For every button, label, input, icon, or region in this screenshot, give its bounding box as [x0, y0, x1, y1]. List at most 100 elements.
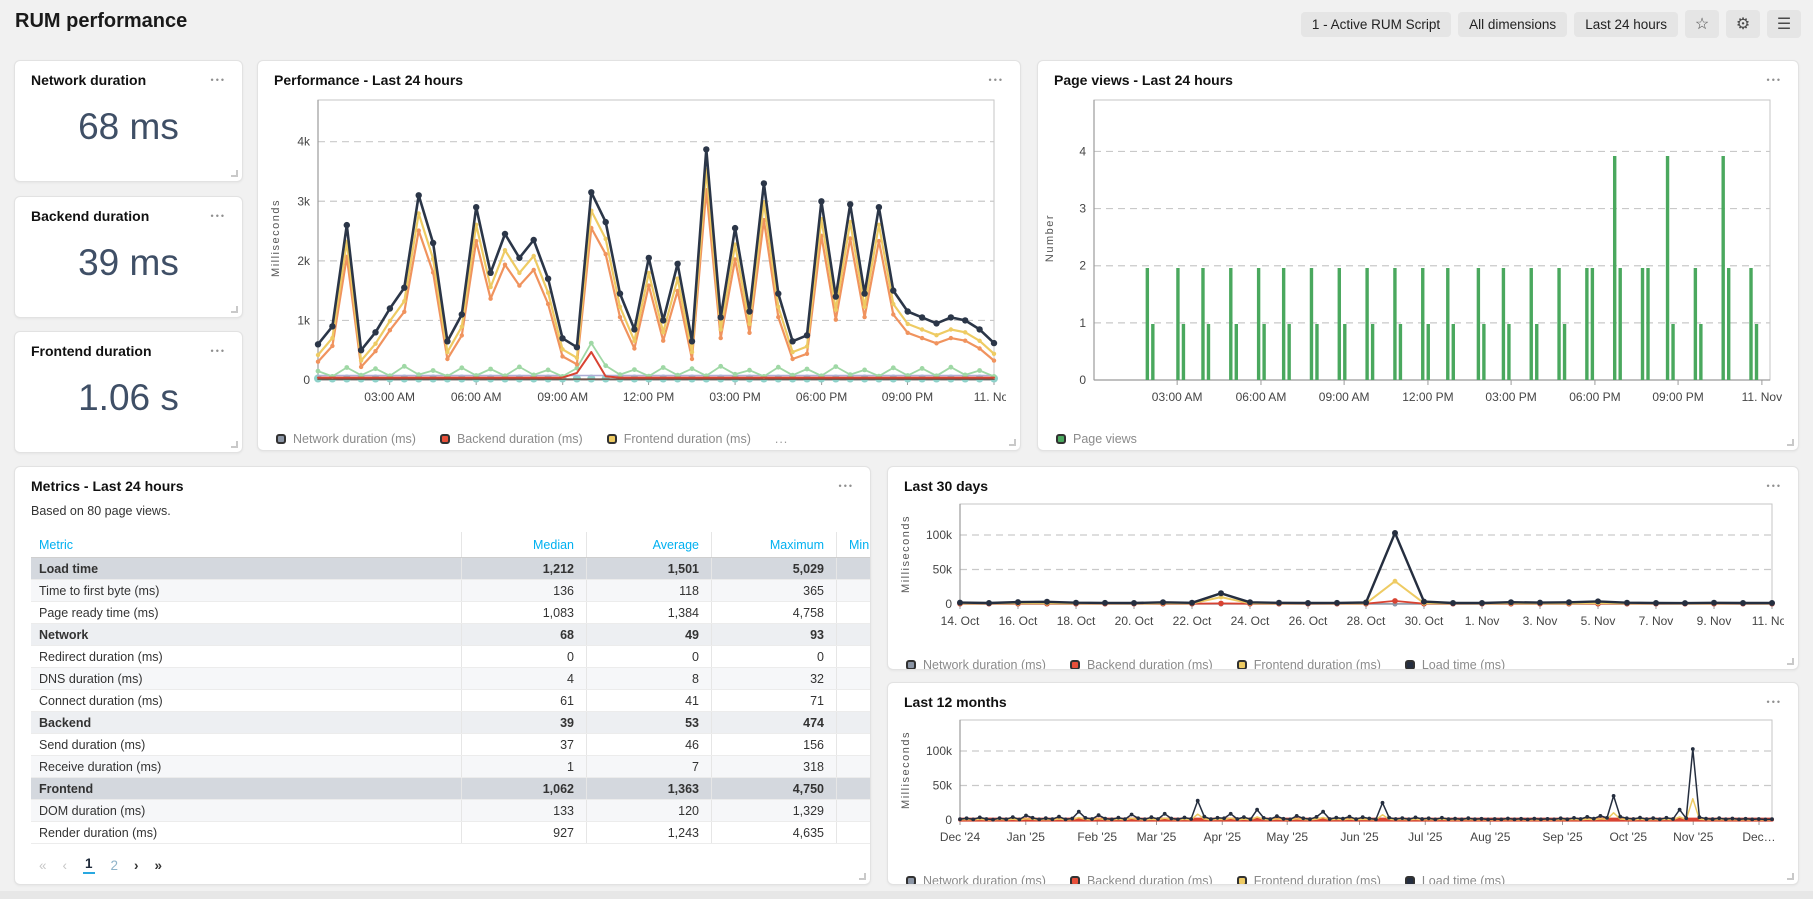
panel-menu-button[interactable]: •••: [209, 343, 228, 359]
pagination-item[interactable]: ›: [134, 858, 139, 873]
table-cell: Redirect duration (ms): [31, 650, 461, 664]
svg-text:Mar '25: Mar '25: [1137, 830, 1177, 844]
panel-performance: Performance - Last 24 hours ••• Millisec…: [257, 60, 1021, 451]
kpi-card-network-duration: Network duration ••• 68 ms: [14, 60, 243, 182]
panel-page-views: Page views - Last 24 hours ••• Number 01…: [1037, 60, 1799, 451]
svg-text:30. Oct: 30. Oct: [1405, 614, 1444, 628]
svg-text:03:00 AM: 03:00 AM: [1152, 390, 1203, 404]
resize-handle[interactable]: [231, 306, 238, 313]
legend-item[interactable]: Network duration (ms): [276, 432, 416, 446]
panel-menu-button[interactable]: •••: [209, 208, 228, 224]
legend-label: Load time (ms): [1422, 874, 1505, 885]
legend-swatch: [607, 434, 617, 444]
col-header-median[interactable]: Median: [461, 532, 586, 557]
table-cell: 1,329: [711, 800, 836, 821]
col-header-metric[interactable]: Metric: [31, 538, 461, 552]
svg-text:2: 2: [1079, 259, 1086, 273]
table-cell: [836, 800, 871, 821]
svg-text:09:00 AM: 09:00 AM: [1319, 390, 1370, 404]
svg-text:09:00 AM: 09:00 AM: [537, 390, 588, 404]
legend-label: Frontend duration (ms): [1254, 874, 1381, 885]
legend-label: Load time (ms): [1422, 658, 1505, 670]
legend-swatch: [1405, 660, 1415, 670]
legend-item[interactable]: Load time (ms): [1405, 874, 1505, 885]
table-row[interactable]: Redirect duration (ms)000: [31, 646, 871, 668]
panel-menu-button[interactable]: •••: [209, 72, 228, 88]
col-header-average[interactable]: Average: [586, 532, 711, 557]
panel-menu-button[interactable]: •••: [1765, 72, 1784, 88]
chart-legend: Network duration (ms) Backend duration (m…: [904, 651, 1782, 670]
col-header-maximum[interactable]: Maximum: [711, 532, 836, 557]
pagination-item: «: [39, 858, 47, 873]
svg-text:0: 0: [945, 597, 952, 611]
table-row[interactable]: Connect duration (ms)614171: [31, 690, 871, 712]
table-cell: [836, 668, 871, 689]
resize-handle[interactable]: [1787, 439, 1794, 446]
table-cell: [836, 580, 871, 601]
pagination-item[interactable]: »: [155, 858, 163, 873]
table-cell: 37: [461, 734, 586, 755]
col-header-min[interactable]: Min: [836, 532, 871, 557]
resize-handle[interactable]: [1009, 439, 1016, 446]
legend-item[interactable]: Backend duration (ms): [1070, 658, 1213, 670]
table-row[interactable]: Load time1,2121,5015,029: [31, 558, 871, 580]
table-cell: 39: [461, 712, 586, 733]
legend-item[interactable]: Network duration (ms): [906, 658, 1046, 670]
svg-text:Dec '24: Dec '24: [940, 830, 981, 844]
filter-timeframe[interactable]: Last 24 hours: [1574, 12, 1678, 37]
table-cell: 927: [461, 822, 586, 843]
table-cell: 318: [711, 756, 836, 777]
panel-menu-button[interactable]: •••: [987, 72, 1006, 88]
legend-item[interactable]: Frontend duration (ms): [607, 432, 751, 446]
resize-handle[interactable]: [1787, 658, 1794, 665]
table-cell: 0: [461, 646, 586, 667]
legend-item[interactable]: Backend duration (ms): [1070, 874, 1213, 885]
legend-label: Frontend duration (ms): [1254, 658, 1381, 670]
table-row[interactable]: DNS duration (ms)4832: [31, 668, 871, 690]
table-row[interactable]: Time to first byte (ms)136118365: [31, 580, 871, 602]
panel-menu-button[interactable]: •••: [1765, 478, 1784, 494]
legend-item[interactable]: Load time (ms): [1405, 658, 1505, 670]
svg-text:7. Nov: 7. Nov: [1639, 614, 1674, 628]
menu-icon[interactable]: ☰: [1767, 10, 1801, 38]
legend-item[interactable]: Network duration (ms): [906, 874, 1046, 885]
panel-menu-button[interactable]: •••: [837, 478, 856, 494]
resize-handle[interactable]: [231, 441, 238, 448]
table-row[interactable]: Frontend1,0621,3634,750: [31, 778, 871, 800]
legend-item[interactable]: Page views: [1056, 432, 1137, 446]
legend-item[interactable]: Backend duration (ms): [440, 432, 583, 446]
table-row[interactable]: DOM duration (ms)1331201,329: [31, 800, 871, 822]
svg-text:Aug '25: Aug '25: [1470, 830, 1511, 844]
star-icon[interactable]: ☆: [1685, 10, 1719, 38]
resize-handle[interactable]: [1787, 873, 1794, 880]
horizontal-scrollbar[interactable]: [0, 891, 1813, 899]
table-row[interactable]: Render duration (ms)9271,2434,635: [31, 822, 871, 844]
resize-handle[interactable]: [859, 873, 866, 880]
legend-item[interactable]: Frontend duration (ms): [1237, 658, 1381, 670]
pagination-item[interactable]: 2: [111, 858, 119, 873]
table-row[interactable]: Backend3953474: [31, 712, 871, 734]
table-cell: [836, 624, 871, 645]
last-12-months-chart[interactable]: 050k100kDec '24Jan '25Feb '25Mar '25Apr …: [904, 712, 1784, 862]
metrics-table-body: Load time1,2121,5015,029Time to first by…: [31, 558, 871, 844]
svg-text:Apr '25: Apr '25: [1203, 830, 1241, 844]
kpi-value: 68 ms: [15, 106, 242, 148]
page-views-chart[interactable]: 0123403:00 AM06:00 AM09:00 AM12:00 PM03:…: [1054, 90, 1784, 420]
svg-text:12:00 PM: 12:00 PM: [1402, 390, 1453, 404]
filter-dimensions[interactable]: All dimensions: [1458, 12, 1567, 37]
table-row[interactable]: Receive duration (ms)17318: [31, 756, 871, 778]
table-row[interactable]: Network684993: [31, 624, 871, 646]
last-30-days-chart[interactable]: 050k100k14. Oct16. Oct18. Oct20. Oct22. …: [904, 496, 1784, 646]
legend-more[interactable]: ...: [775, 432, 788, 446]
table-row[interactable]: Send duration (ms)3746156: [31, 734, 871, 756]
gear-icon[interactable]: ⚙: [1726, 10, 1760, 38]
legend-swatch: [1070, 876, 1080, 885]
pagination-item[interactable]: 1: [83, 856, 95, 874]
table-row[interactable]: Page ready time (ms)1,0831,3844,758: [31, 602, 871, 624]
filter-rum-script[interactable]: 1 - Active RUM Script: [1301, 12, 1451, 37]
panel-menu-button[interactable]: •••: [1765, 694, 1784, 710]
legend-item[interactable]: Frontend duration (ms): [1237, 874, 1381, 885]
performance-chart[interactable]: 01k2k3k4k03:00 AM06:00 AM09:00 AM12:00 P…: [274, 90, 1006, 420]
resize-handle[interactable]: [231, 170, 238, 177]
legend-label: Network duration (ms): [923, 658, 1046, 670]
